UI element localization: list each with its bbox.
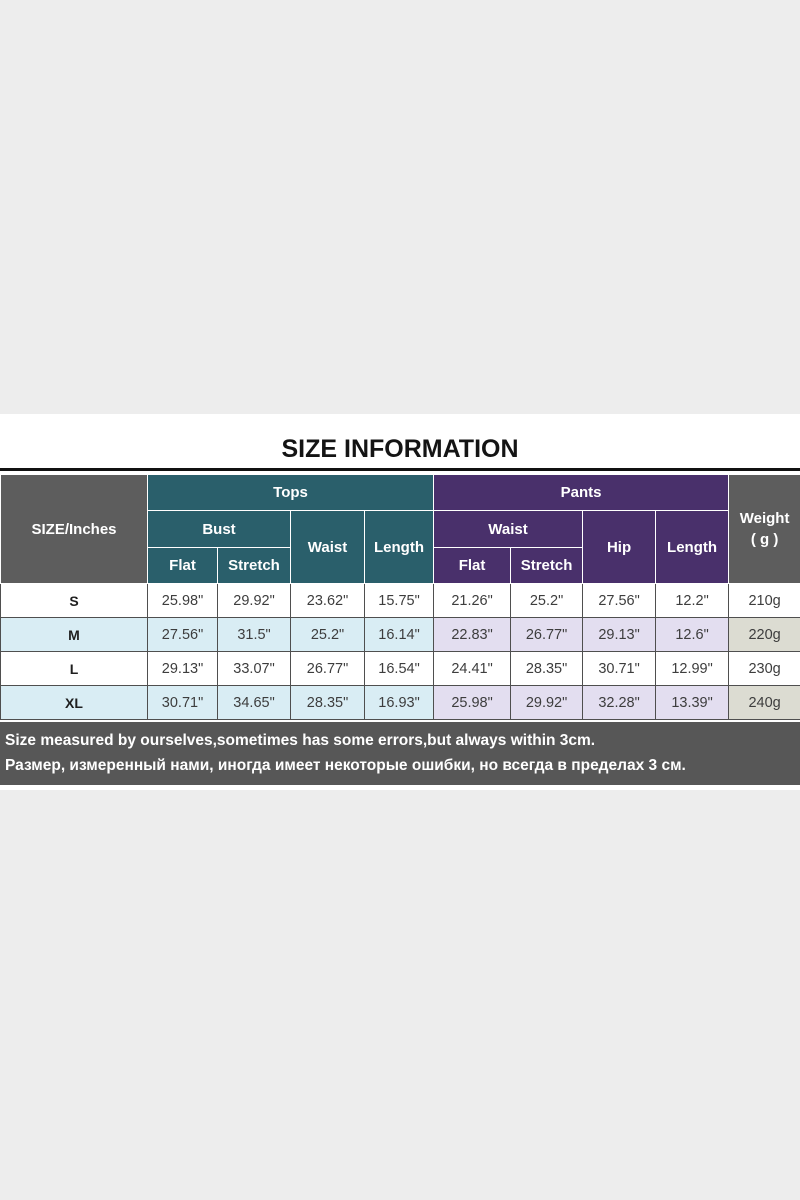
page-title: SIZE INFORMATION (281, 435, 519, 463)
cell-m-waist-stretch: 26.77" (510, 617, 584, 652)
cell-l-tops-length: 16.54" (363, 651, 435, 686)
cell-xl-hip: 32.28" (582, 685, 657, 720)
pants-waist-header: Waist (433, 510, 584, 548)
disclaimer-english: Size measured by ourselves,sometimes has… (5, 732, 596, 749)
cell-xl-tops-waist: 28.35" (290, 685, 365, 720)
cell-s-bust-stretch: 29.92" (217, 583, 291, 618)
cell-s-waist-stretch: 25.2" (510, 583, 584, 618)
size-inches-header: SIZE/Inches (0, 474, 148, 584)
cell-xl-waist-flat: 25.98" (433, 685, 512, 720)
cell-s-pants-length: 12.2" (655, 583, 730, 618)
size-table-body: S 25.98" 29.92" 23.62" 15.75" 21.26" 25.… (0, 583, 800, 720)
cell-xl-bust-flat: 30.71" (147, 685, 218, 720)
tops-waist-header: Waist (290, 510, 365, 584)
cell-s-tops-waist: 23.62" (290, 583, 365, 618)
cell-l-waist-flat: 24.41" (433, 651, 512, 686)
cell-m-bust-flat: 27.56" (147, 617, 218, 652)
size-table: SIZE/Inches Tops Pants Weight ( g ) Bust… (0, 474, 800, 720)
cell-xl-pants-length: 13.39" (655, 685, 730, 720)
size-row-label: L (0, 651, 148, 686)
pants-waist-flat-header: Flat (433, 547, 512, 584)
cell-xl-bust-stretch: 34.65" (217, 685, 291, 720)
cell-m-tops-length: 16.14" (363, 617, 435, 652)
cell-s-waist-flat: 21.26" (433, 583, 512, 618)
cell-xl-weight: 240g (728, 685, 800, 720)
cell-xl-waist-stretch: 29.92" (510, 685, 584, 720)
pants-group-header: Pants (433, 474, 730, 511)
title-divider (0, 468, 800, 471)
cell-l-bust-flat: 29.13" (147, 651, 218, 686)
cell-m-tops-waist: 25.2" (290, 617, 365, 652)
table-row-xl: XL 30.71" 34.65" 28.35" 16.93" 25.98" 29… (0, 685, 800, 720)
weight-header-line1: Weight (739, 510, 790, 527)
size-row-label: M (0, 617, 148, 652)
cell-s-bust-flat: 25.98" (147, 583, 218, 618)
cell-l-weight: 230g (728, 651, 800, 686)
size-chart-panel: SIZE INFORMATION SIZE/Inches Tops Pants … (0, 414, 800, 790)
cell-m-bust-stretch: 31.5" (217, 617, 291, 652)
pants-hip-header: Hip (582, 510, 657, 584)
cell-l-waist-stretch: 28.35" (510, 651, 584, 686)
disclaimer-russian: Размер, измеренный нами, иногда имеет не… (5, 757, 686, 774)
pants-waist-stretch-header: Stretch (510, 547, 584, 584)
weight-header: Weight ( g ) (728, 474, 800, 584)
table-row-m: M 27.56" 31.5" 25.2" 16.14" 22.83" 26.77… (0, 617, 800, 652)
cell-l-tops-waist: 26.77" (290, 651, 365, 686)
size-row-label: XL (0, 685, 148, 720)
tops-length-header: Length (363, 510, 435, 584)
cell-m-weight: 220g (728, 617, 800, 652)
cell-m-pants-length: 12.6" (655, 617, 730, 652)
cell-s-hip: 27.56" (582, 583, 657, 618)
size-table-header: SIZE/Inches Tops Pants Weight ( g ) Bust… (0, 474, 800, 584)
table-row-s: S 25.98" 29.92" 23.62" 15.75" 21.26" 25.… (0, 583, 800, 618)
weight-header-line2: ( g ) (750, 531, 779, 548)
disclaimer-box: Size measured by ourselves,sometimes has… (0, 722, 800, 785)
tops-bust-flat-header: Flat (147, 547, 218, 584)
cell-xl-tops-length: 16.93" (363, 685, 435, 720)
cell-l-hip: 30.71" (582, 651, 657, 686)
size-row-label: S (0, 583, 148, 618)
tops-group-header: Tops (146, 474, 435, 511)
cell-l-bust-stretch: 33.07" (217, 651, 291, 686)
cell-m-hip: 29.13" (582, 617, 657, 652)
tops-bust-stretch-header: Stretch (217, 547, 291, 584)
cell-l-pants-length: 12.99" (655, 651, 730, 686)
table-row-l: L 29.13" 33.07" 26.77" 16.54" 24.41" 28.… (0, 651, 800, 686)
pants-length-header: Length (655, 510, 730, 584)
tops-bust-header: Bust (147, 510, 291, 548)
cell-m-waist-flat: 22.83" (433, 617, 512, 652)
cell-s-tops-length: 15.75" (363, 583, 435, 618)
cell-s-weight: 210g (728, 583, 800, 618)
